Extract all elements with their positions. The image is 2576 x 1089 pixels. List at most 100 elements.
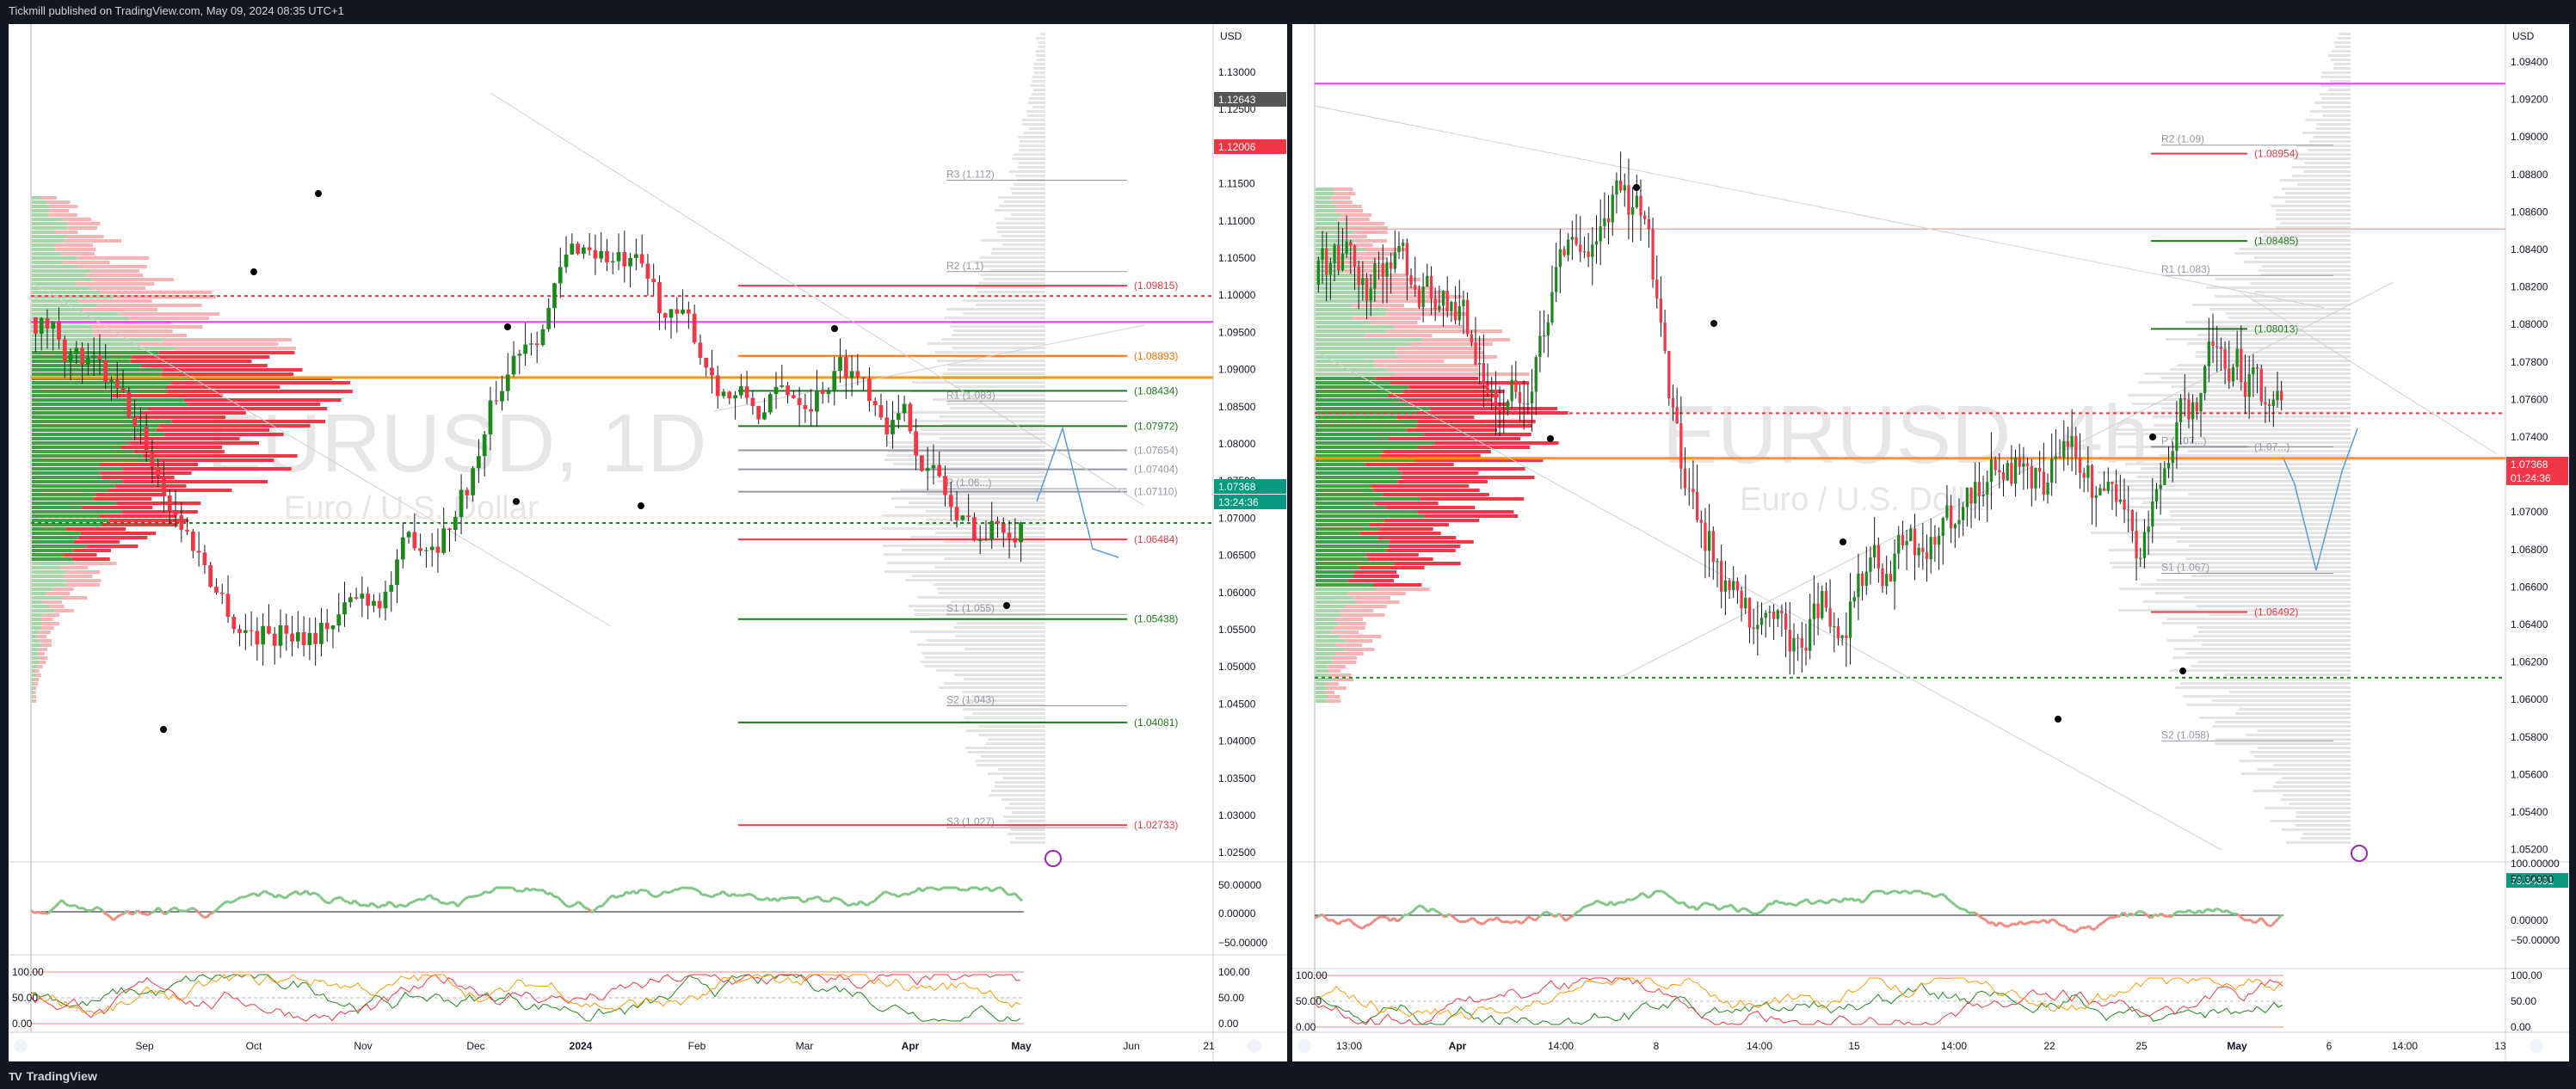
candle-body (2090, 465, 2094, 498)
candle-body (1647, 218, 1651, 230)
oscillator-line (357, 902, 362, 908)
oscillator-line (1486, 918, 1491, 922)
candle-body (366, 594, 371, 606)
candle-body (756, 405, 761, 420)
candle-body (2062, 440, 2066, 458)
volume-profile-bar (1033, 71, 1045, 74)
candle-body (1402, 243, 1405, 246)
volume-profile-bar (2197, 334, 2351, 336)
volume-profile-bar (953, 385, 1045, 388)
oscillator-line (963, 888, 968, 892)
oscillator-line (721, 889, 728, 895)
volume-profile-bar (2282, 794, 2351, 797)
volume-profile-bar (2330, 80, 2351, 83)
session-profile-buy (32, 317, 130, 320)
oscillator-line (1823, 901, 1828, 905)
session-profile-sell (114, 484, 187, 488)
volume-profile-bar (2166, 437, 2351, 440)
session-profile-buy (32, 480, 123, 483)
session-profile-buy (1316, 631, 1332, 634)
tradingview-brand[interactable]: TV TradingView (9, 1069, 97, 1083)
session-profile-sell (140, 411, 246, 415)
session-profile-buy (1316, 274, 1363, 277)
level-label: (1.09815) (1134, 280, 1178, 292)
session-profile-sell (100, 291, 213, 294)
oscillator-line (2191, 910, 2197, 915)
session-profile-sell (134, 415, 226, 419)
volume-profile-bar (921, 428, 1045, 431)
session-profile-buy (32, 420, 172, 423)
candle-body (820, 390, 825, 394)
session-profile-sell (1386, 329, 1503, 333)
volume-profile-bar (2188, 544, 2351, 547)
oscillator-line (804, 897, 810, 903)
volume-profile-bar (2313, 136, 2351, 138)
oscillator-line (1564, 916, 1571, 922)
time-axis-label: 6 (2326, 1040, 2333, 1052)
session-profile-buy (32, 218, 63, 221)
candle-body (1441, 291, 1445, 306)
oscillator-line (1754, 911, 1759, 916)
oscillator-line (223, 900, 228, 905)
session-profile-sell (1359, 532, 1441, 535)
oscillator-line (860, 900, 865, 905)
session-profile-buy (1316, 188, 1334, 191)
auto-scale-button-icon[interactable] (1248, 1039, 1261, 1053)
oscillator-line (2209, 908, 2214, 913)
candle-body (2018, 457, 2021, 467)
oscillator-line (1003, 890, 1010, 896)
price-tag-text: 1.12643 (1218, 94, 1256, 106)
zoom-button-icon[interactable] (14, 1039, 28, 1053)
zoom-button-icon[interactable] (1297, 1039, 1311, 1053)
volume-profile-bar (934, 351, 1045, 354)
session-profile-buy (32, 588, 53, 591)
oscillator-line (736, 894, 741, 897)
oscillator-line (559, 899, 566, 906)
currency-label: USD (2512, 30, 2535, 42)
session-profile-sell (1334, 192, 1356, 195)
oscillator-line (2105, 916, 2111, 921)
candle-body (1618, 180, 1623, 191)
session-profile-buy (1316, 360, 1374, 363)
volume-profile-bar (1014, 183, 1045, 186)
currency-label: USD (1220, 30, 1242, 42)
oscillator-line (784, 896, 789, 901)
volume-profile-bar (937, 360, 1045, 362)
session-profile-buy (1316, 665, 1328, 668)
session-profile-buy (32, 256, 77, 260)
oscillator-line (1899, 889, 1904, 895)
oscillator-line (2188, 908, 2193, 914)
volume-profile-bar (2275, 226, 2351, 229)
oscillator-line (1423, 908, 1430, 914)
candle-body (2054, 456, 2058, 459)
chart-panel-right[interactable]: USD EURUSD, 4h Euro / U.S. Dollar 1.09400 1.… (1292, 24, 2569, 1061)
price-tag (2506, 471, 2568, 485)
volume-profile-bar (2140, 467, 2351, 470)
candle-body (587, 247, 592, 250)
oscillator-line (1785, 901, 1790, 907)
volume-profile-bar (980, 755, 1045, 758)
price-axis-label: 1.06400 (2511, 618, 2548, 631)
oscillator-line (2270, 921, 2277, 927)
oscillator-line (2071, 928, 2076, 934)
session-profile-buy (32, 497, 94, 501)
session-profile-buy (32, 222, 69, 225)
chart-panel-left[interactable]: USD EURUSD, 1D Euro / U.S. Dollar 1.13000 1.… (9, 24, 1287, 1061)
session-profile-buy (1316, 575, 1353, 578)
session-profile-buy (1316, 549, 1387, 552)
session-profile-sell (1338, 261, 1377, 264)
session-profile-sell (33, 695, 36, 698)
oscillator-line (2154, 913, 2159, 918)
session-profile-buy (1316, 321, 1371, 324)
session-profile-buy (32, 265, 78, 268)
volume-profile-bar (2119, 588, 2351, 590)
candle-body (511, 355, 516, 375)
auto-scale-button-icon[interactable] (2530, 1039, 2543, 1053)
oscillator-line (546, 891, 552, 896)
oscillator-line (1681, 901, 1688, 907)
time-axis-label: 22 (2043, 1040, 2055, 1052)
oscillator-line (1644, 894, 1649, 899)
volume-profile-bar (967, 295, 1045, 298)
